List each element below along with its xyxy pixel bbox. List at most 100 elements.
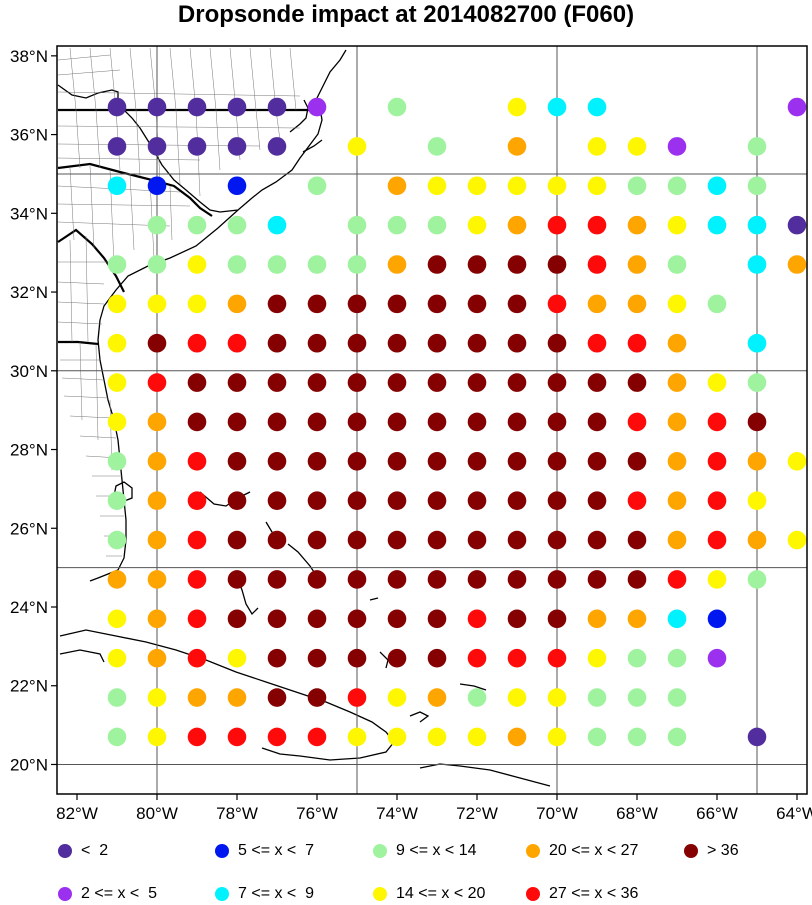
station-dot bbox=[107, 570, 127, 589]
station-dot bbox=[227, 97, 247, 117]
station-dot bbox=[267, 255, 287, 274]
station-dot bbox=[267, 333, 287, 353]
station-dot bbox=[507, 412, 527, 432]
station-dot bbox=[467, 176, 487, 196]
bahamas-8 bbox=[459, 683, 487, 691]
dropsonde-impact-map: 82°W 80°W 78°W 76°W 74°W 72°W 70°W 68°W 66°W 64°W… bbox=[10, 45, 812, 823]
station-dot bbox=[667, 688, 687, 707]
station-dot bbox=[747, 137, 767, 156]
station-dot bbox=[187, 688, 207, 707]
station-dot bbox=[547, 333, 567, 353]
station-dot bbox=[587, 648, 607, 668]
station-dot bbox=[107, 688, 127, 707]
station-dot bbox=[707, 491, 727, 511]
station-dot bbox=[227, 648, 247, 668]
lon-tick-label: 68°W bbox=[616, 804, 658, 823]
station-dot bbox=[467, 609, 487, 629]
station-dot bbox=[627, 452, 647, 471]
station-dot bbox=[227, 137, 247, 156]
station-dot bbox=[507, 137, 527, 156]
station-dot bbox=[267, 609, 287, 629]
legend-label: < 2 bbox=[81, 842, 109, 859]
station-dot bbox=[667, 333, 687, 353]
station-dot bbox=[147, 255, 167, 274]
station-dot bbox=[787, 530, 807, 550]
station-dot bbox=[307, 491, 327, 511]
station-dot bbox=[627, 137, 647, 156]
station-dot bbox=[627, 294, 647, 314]
map-title: Dropsonde impact at 2014082700 (F060) bbox=[177, 1, 635, 28]
lon-tick-label: 74°W bbox=[376, 804, 418, 823]
station-dot bbox=[627, 176, 647, 196]
station-dot bbox=[147, 491, 167, 511]
station-dot bbox=[547, 176, 567, 196]
station-dot bbox=[267, 491, 287, 511]
station-dot bbox=[347, 530, 367, 550]
station-dot bbox=[347, 688, 367, 707]
station-dot bbox=[507, 215, 527, 235]
station-dot bbox=[707, 530, 727, 550]
map-frame bbox=[56, 45, 808, 795]
station-dot bbox=[107, 97, 127, 117]
station-dot bbox=[107, 373, 127, 392]
lon-tick-label: 76°W bbox=[296, 804, 338, 823]
lat-tick-label: 22°N bbox=[10, 677, 48, 696]
legend-item: > 36 bbox=[684, 840, 739, 862]
legend-item: 20 <= x < 27 bbox=[526, 840, 638, 862]
station-dot bbox=[387, 688, 407, 707]
station-dot bbox=[307, 255, 327, 274]
station-dot bbox=[467, 333, 487, 353]
station-dot bbox=[507, 688, 527, 707]
albemarle-inner bbox=[289, 99, 309, 133]
legend-item: 9 <= x < 14 bbox=[373, 840, 477, 862]
station-dot bbox=[627, 412, 647, 432]
station-dot bbox=[147, 412, 167, 432]
station-dot bbox=[187, 294, 207, 314]
station-dot bbox=[107, 255, 127, 274]
station-dot bbox=[147, 530, 167, 550]
bahamas-6 bbox=[379, 651, 389, 669]
lon-tick-label: 70°W bbox=[536, 804, 578, 823]
station-dot bbox=[547, 412, 567, 432]
station-dot bbox=[467, 491, 487, 511]
station-dot bbox=[187, 530, 207, 550]
station-dot bbox=[307, 570, 327, 589]
station-dot bbox=[787, 215, 807, 235]
station-dot bbox=[387, 255, 407, 274]
legend-label: 5 <= x < 7 bbox=[238, 842, 315, 859]
florida-east bbox=[97, 319, 127, 571]
station-dot bbox=[187, 137, 207, 156]
station-dot bbox=[507, 452, 527, 471]
sc-ga-border bbox=[57, 228, 125, 293]
station-dot bbox=[507, 491, 527, 511]
station-dot bbox=[307, 412, 327, 432]
station-dot bbox=[347, 570, 367, 589]
station-dot bbox=[707, 609, 727, 629]
station-dot bbox=[427, 176, 447, 196]
lat-tick-label: 30°N bbox=[10, 362, 48, 381]
station-dot bbox=[227, 452, 247, 471]
station-dot bbox=[267, 530, 287, 550]
station-dot bbox=[387, 491, 407, 511]
station-dot bbox=[627, 570, 647, 589]
station-dot bbox=[147, 373, 167, 392]
station-dot bbox=[427, 215, 447, 235]
station-dot bbox=[347, 648, 367, 668]
station-dot bbox=[627, 215, 647, 235]
station-dot bbox=[307, 97, 327, 117]
station-dot bbox=[667, 255, 687, 274]
station-dot bbox=[587, 97, 607, 117]
station-dot bbox=[587, 137, 607, 156]
station-dot bbox=[347, 294, 367, 314]
station-dot bbox=[427, 688, 447, 707]
station-dot bbox=[267, 688, 287, 707]
station-dot bbox=[747, 255, 767, 274]
station-dot bbox=[667, 137, 687, 156]
station-dot bbox=[267, 452, 287, 471]
station-dot bbox=[667, 215, 687, 235]
station-dot bbox=[627, 530, 647, 550]
county-lines bbox=[57, 47, 301, 557]
station-dot bbox=[507, 333, 527, 353]
station-dot bbox=[267, 412, 287, 432]
station-dot bbox=[587, 294, 607, 314]
